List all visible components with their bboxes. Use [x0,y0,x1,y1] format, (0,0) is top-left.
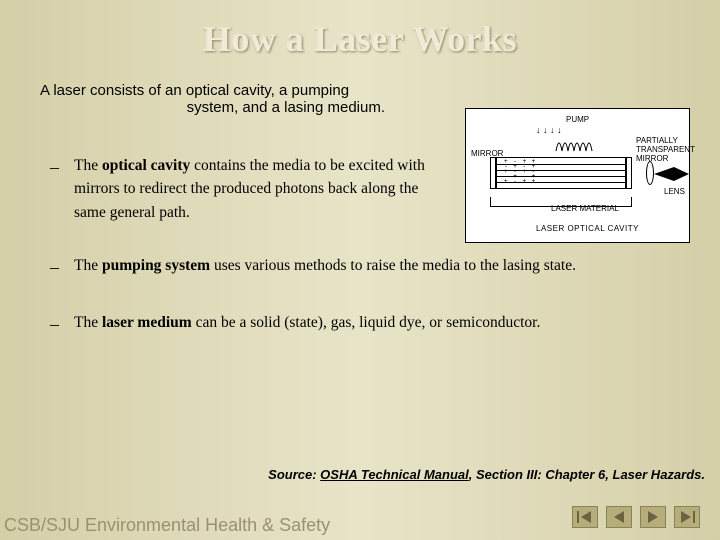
bullet-dash-icon: – [50,311,74,338]
list-item: – The pumping system uses various method… [50,254,680,281]
slide-title: How a Laser Works [0,0,720,60]
diagram-label-cavity: LASER OPTICAL CAVITY [536,224,639,233]
bullet-dash-icon: – [50,154,74,224]
intro-line-2: system, and a lasing medium. [40,99,440,116]
mirror-right-shape [626,157,632,189]
bullet-text: The laser medium can be a solid (state),… [74,311,680,338]
footer-organization: CSB/SJU Environmental Health & Safety [4,516,330,536]
bullet-text: The pumping system uses various methods … [74,254,680,281]
bullet-dash-icon: – [50,254,74,281]
skip-forward-icon [679,511,695,523]
diagram-label-lens: LENS [664,187,685,196]
list-item: – The laser medium can be a solid (state… [50,311,680,338]
skip-back-icon [577,511,593,523]
intro-line-1: A laser consists of an optical cavity, a… [40,82,440,99]
cavity-bracket [490,197,632,207]
diagram-label-pump: PUMP [566,115,589,124]
excited-atoms-icon: + - + +- + - ++ - + -- + - ++ - + + [504,159,536,184]
nav-button-group [572,506,700,528]
nav-next-button[interactable] [640,506,666,528]
lens-shape [646,161,654,185]
source-citation: Source: OSHA Technical Manual, Section I… [100,467,705,482]
beam-output-icon [654,167,689,183]
nav-first-button[interactable] [572,506,598,528]
nav-prev-button[interactable] [606,506,632,528]
play-forward-icon [646,511,660,523]
play-back-icon [612,511,626,523]
diagram-label-mirror-right: PARTIALLY TRANSPARENT MIRROR [636,137,686,163]
bullet-text: The optical cavity contains the media to… [74,154,434,224]
laser-diagram: PUMP ↓ ↓ ↓ ↓ MIRROR PARTIALLY TRANSPAREN… [465,108,690,243]
nav-last-button[interactable] [674,506,700,528]
pump-coil-icon [554,133,594,153]
